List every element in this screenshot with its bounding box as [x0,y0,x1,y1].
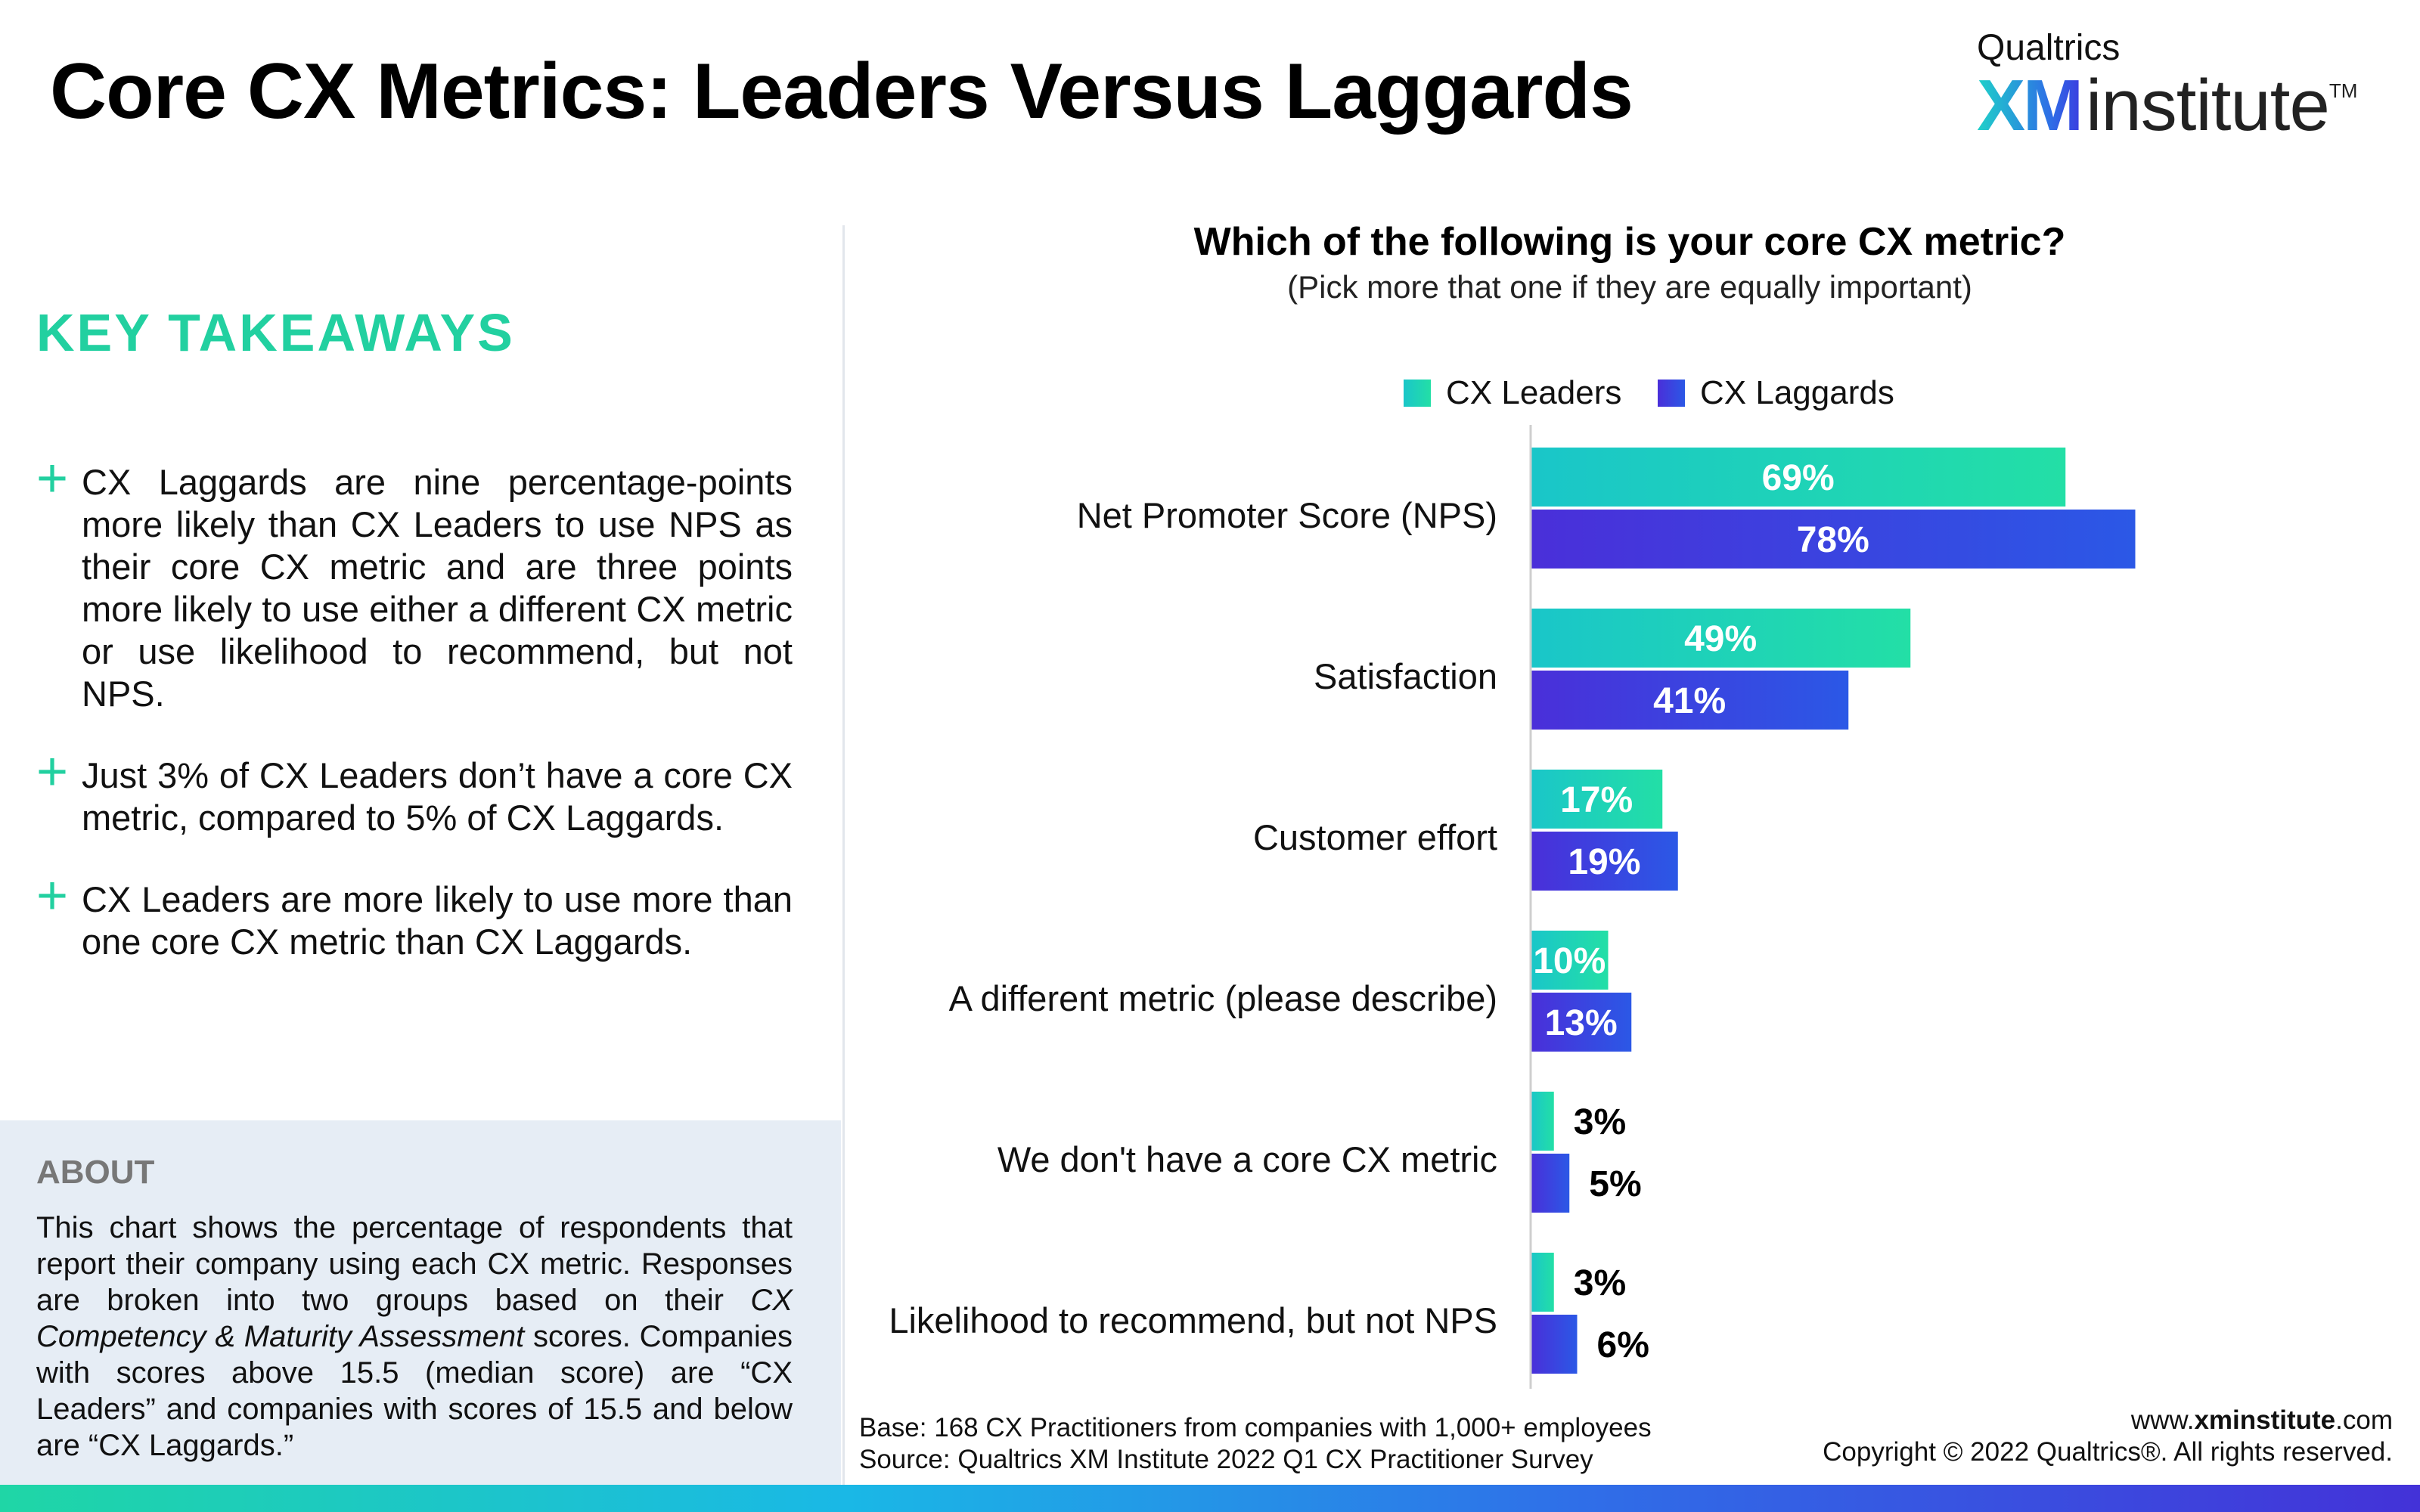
bar-laggards [1531,1315,1578,1374]
brand-logo: Qualtrics XMinstituteTM [1977,27,2370,147]
legend-label: CX Laggards [1700,374,1894,411]
plus-icon: + [36,742,69,802]
bar-leaders [1531,770,1663,829]
bottom-gradient-bar [0,1485,2420,1512]
data-label: 78% [1797,520,1869,560]
about-box: ABOUT This chart shows the percentage of… [0,1120,841,1485]
bar-leaders [1531,448,2066,507]
brand-qualtrics: Qualtrics [1977,28,2121,68]
category-label: Customer effort [1253,817,1497,857]
left-panel: KEY TAKEAWAYS + CX Laggards are nine per… [0,181,841,1485]
takeaways-list: + CX Laggards are nine percentage-points… [36,448,793,1002]
bar-leaders [1531,609,1911,668]
takeaway-item: + CX Laggards are nine percentage-points… [36,448,793,715]
brand-trademark: TM [2328,79,2358,102]
takeaway-text: Just 3% of CX Leaders don’t have a core … [82,755,793,838]
data-label: 5% [1589,1164,1641,1204]
about-text-part-1: This chart shows the percentage of respo… [36,1211,793,1317]
plus-icon: + [36,866,69,926]
brand-xm: XM [1977,65,2083,146]
data-label: 49% [1684,619,1757,659]
copyright: Copyright © 2022 Qualtrics®. All rights … [1823,1437,2393,1467]
url-suffix: .com [2335,1405,2393,1435]
data-label: 41% [1653,681,1726,721]
chart-subtitle: (Pick more that one if they are equally … [1287,269,1972,305]
website-link[interactable]: www.xminstitute.com [1823,1405,2393,1436]
bar-laggards [1531,1154,1570,1213]
about-text-assessment: CX Competency & Maturity Assessment [36,1284,793,1353]
data-label: 13% [1545,1003,1618,1043]
bar-leaders [1531,1253,1554,1312]
vertical-divider [842,225,845,1485]
footnote-source: Source: Qualtrics XM Institute 2022 Q1 C… [859,1445,1593,1474]
bar-laggards [1531,832,1678,891]
data-label: 69% [1762,458,1835,498]
category-label: We don't have a core CX metric [997,1139,1497,1179]
category-label: Likelihood to recommend, but not NPS [889,1300,1497,1340]
url-bold: xminstitute [2194,1405,2336,1435]
brand-institute: institute [2086,65,2330,146]
takeaway-text: CX Leaders are more likely to use more t… [82,879,793,962]
footer-right: www.xminstitute.com Copyright © 2022 Qua… [1823,1405,2393,1468]
category-label: A different metric (please describe) [949,978,1497,1018]
bar-leaders [1531,1092,1554,1151]
data-label: 10% [1533,941,1606,981]
data-label: 6% [1597,1325,1649,1365]
data-label: 3% [1574,1263,1626,1303]
key-takeaways-title: KEY TAKEAWAYS [36,303,515,362]
page-title: Core CX Metrics: Leaders Versus Laggards [50,48,1634,135]
footnote-base: Base: 168 CX Practitioners from companie… [859,1413,1652,1442]
takeaway-text: CX Laggards are nine percentage-points m… [82,462,793,714]
category-label: Net Promoter Score (NPS) [1077,495,1497,535]
data-label: 3% [1574,1102,1626,1142]
bar-laggards [1531,671,1849,730]
bar-leaders [1531,931,1609,990]
data-label: 17% [1560,780,1633,820]
bar-laggards [1531,993,1632,1052]
brand-xm-institute: XMinstituteTM [1977,64,2370,147]
bar-laggards [1531,510,2136,569]
legend-label: CX Leaders [1446,374,1621,411]
about-text-part-2: scores. Companies with scores above 15.5… [36,1320,793,1462]
chart-title: Which of the following is your core CX m… [1193,220,2066,264]
legend-swatch-leaders [1404,380,1431,407]
takeaway-item: + CX Leaders are more likely to use more… [36,866,793,963]
url-prefix: www. [2130,1405,2195,1435]
plus-icon: + [36,448,69,509]
takeaway-item: + Just 3% of CX Leaders don’t have a cor… [36,742,793,839]
category-label: Satisfaction [1314,656,1497,696]
about-text: This chart shows the percentage of respo… [36,1210,793,1464]
footnote: Base: 168 CX Practitioners from companie… [859,1412,1652,1476]
legend-swatch-laggards [1658,380,1685,407]
about-title: ABOUT [36,1154,155,1191]
data-label: 19% [1568,842,1640,882]
